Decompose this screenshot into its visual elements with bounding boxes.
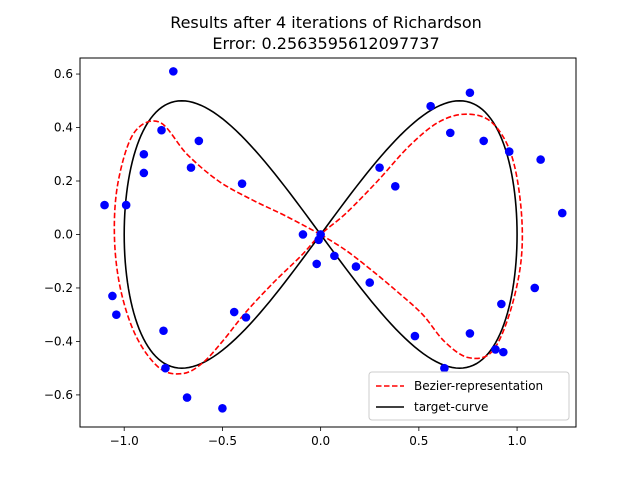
data-point <box>139 149 149 159</box>
data-point <box>445 128 455 138</box>
data-point <box>504 147 514 156</box>
y-axis: −0.6 −0.4 −0.2 0.0 0.2 0.4 0.6 <box>44 67 80 402</box>
axes-frame <box>79 57 577 428</box>
data-point <box>536 155 545 164</box>
data-point <box>465 329 475 338</box>
y-tick-label: 0.4 <box>54 121 73 135</box>
data-point <box>182 393 192 402</box>
data-point <box>218 403 227 413</box>
data-point <box>426 101 435 111</box>
legend: Bezier-representation target-curve <box>368 371 570 421</box>
x-tick-label: −1.0 <box>110 434 139 448</box>
data-point <box>186 163 196 172</box>
legend-bezier-label: Bezier-representation <box>414 379 543 393</box>
data-point <box>312 259 322 269</box>
y-tick-label: −0.4 <box>44 334 73 348</box>
data-point <box>491 345 500 354</box>
data-point <box>351 262 361 271</box>
data-point <box>159 326 168 336</box>
x-axis: −1.0 −0.5 0.0 0.5 1.0 <box>110 427 527 448</box>
data-point <box>121 200 131 210</box>
x-tick-label: 1.0 <box>508 434 527 448</box>
data-point <box>530 283 540 293</box>
data-point <box>108 291 117 301</box>
data-point <box>194 136 204 146</box>
plot-area: −1.0 −0.5 0.0 0.5 1.0 −0.6 −0.4 −0.2 0.0 0.2 0.4 0… <box>44 57 577 448</box>
data-point <box>410 331 420 341</box>
data-point <box>375 163 384 172</box>
data-point <box>557 208 567 218</box>
y-tick-label: −0.2 <box>44 281 73 295</box>
data-point <box>157 125 166 135</box>
data-point <box>112 310 121 320</box>
data-point <box>241 313 251 322</box>
x-tick-label: 0.0 <box>311 434 330 448</box>
data-point <box>499 347 508 357</box>
data-point <box>298 230 308 239</box>
data-point <box>479 136 488 146</box>
y-tick-label: 0.6 <box>54 67 73 81</box>
chart-title: Results after 4 iterations of Richardson <box>170 13 482 32</box>
y-tick-label: −0.6 <box>44 388 73 402</box>
data-point <box>440 363 449 373</box>
data-point <box>237 179 247 188</box>
y-tick-label: 0.0 <box>54 227 73 241</box>
data-point <box>139 168 149 178</box>
x-tick-label: −0.5 <box>208 434 237 448</box>
data-point <box>390 182 400 191</box>
legend-box <box>368 371 570 421</box>
data-point <box>365 278 375 287</box>
data-point <box>465 88 475 98</box>
data-point <box>100 200 109 210</box>
legend-target-label: target-curve <box>414 400 488 414</box>
data-point <box>316 230 325 239</box>
data-point <box>161 363 170 373</box>
scatter-points <box>100 67 567 413</box>
data-point <box>229 307 239 317</box>
y-tick-label: 0.2 <box>54 174 73 188</box>
chart-subtitle: Error: 0.2563595612097737 <box>212 34 439 53</box>
data-point <box>169 67 178 76</box>
x-tick-label: 0.5 <box>409 434 428 448</box>
data-point <box>497 299 506 309</box>
data-point <box>330 251 339 261</box>
target-curve-line <box>123 99 518 369</box>
